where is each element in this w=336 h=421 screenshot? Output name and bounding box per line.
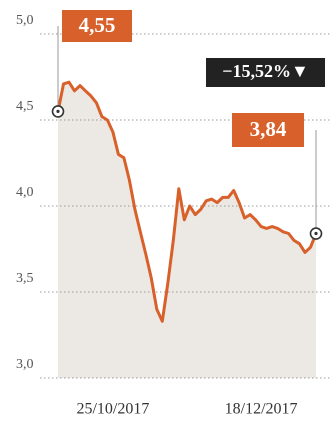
- value-label: 4,55: [79, 13, 116, 37]
- line: [56, 80, 318, 323]
- y-tick-label: 4,0: [16, 185, 34, 200]
- value-label-box: [232, 113, 304, 147]
- x-tick-label: 18/12/2017: [225, 401, 298, 418]
- annotation-box: [206, 58, 325, 87]
- area-layer: [58, 82, 316, 378]
- point-dot: [314, 231, 318, 236]
- point-dot: [56, 109, 60, 113]
- label-layer: 3,0 3,5 4,0 4,5 5,0 25/10/2017 18/12/2017 4,55 3…: [16, 10, 325, 418]
- line-layer: [56, 80, 318, 323]
- y-tick-label: 3,0: [16, 357, 34, 372]
- y-tick-label: 4,5: [16, 99, 34, 114]
- area: [58, 82, 316, 378]
- annotation: −15,52%▼: [222, 61, 309, 81]
- y-tick-label: 3,5: [16, 271, 34, 286]
- x-tick-label: 25/10/2017: [76, 401, 149, 418]
- value-label-box: [62, 10, 132, 42]
- value-label: 3,84: [250, 117, 287, 141]
- y-tick-label: 5,0: [16, 13, 34, 28]
